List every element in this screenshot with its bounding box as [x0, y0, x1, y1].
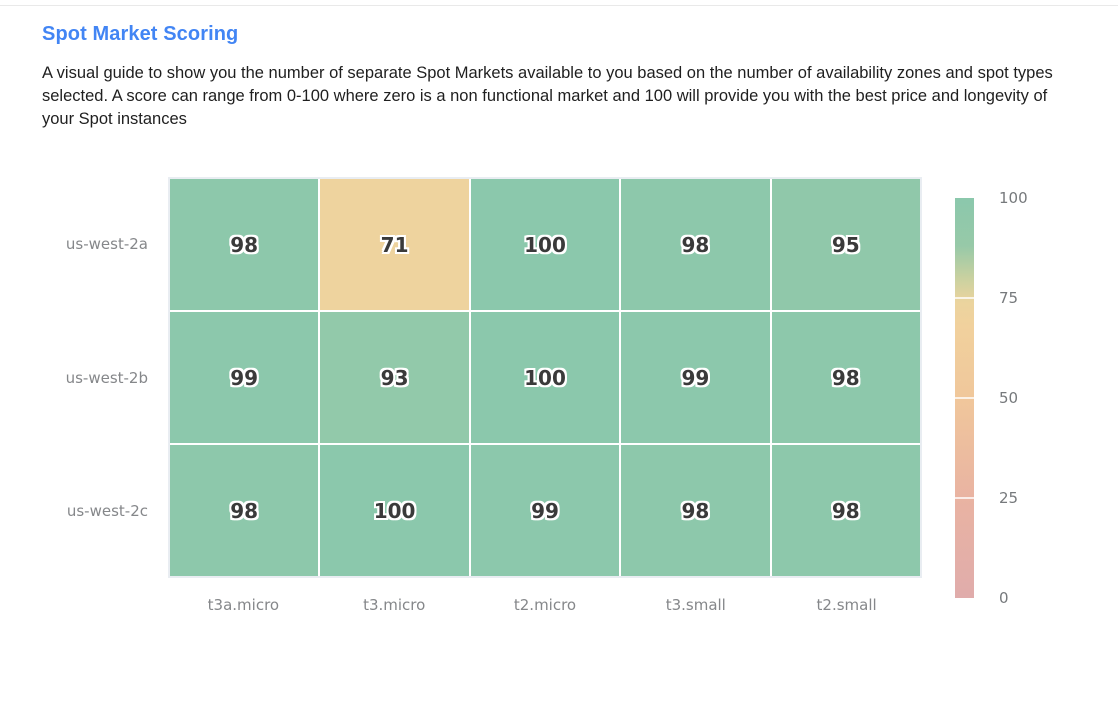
heatmap-cell: 98 [170, 179, 319, 310]
colorbar-tick-labels: 100 75 50 25 0 [999, 189, 1059, 607]
heatmap-cell-value: 99 [230, 365, 259, 390]
page-title: Spot Market Scoring [42, 23, 239, 45]
colorbar-tick-label: 0 [999, 589, 1009, 607]
heatmap-cell: 98 [170, 445, 319, 576]
page-description: A visual guide to show you the number of… [42, 64, 1053, 128]
heatmap-cell-value: 98 [230, 498, 259, 523]
heatmap-cell-value: 100 [524, 232, 566, 257]
heatmap-cell: 98 [621, 445, 770, 576]
row-label: us-west-2a [65, 234, 148, 253]
card-top-divider [0, 0, 1118, 6]
column-label: t3.micro [363, 596, 426, 614]
heatmap-cell-value: 93 [380, 365, 409, 390]
heatmap-cell-value: 100 [373, 498, 416, 523]
heatmap-cell-value: 99 [531, 498, 559, 523]
colorbar-tick-line [955, 497, 974, 499]
heatmap-cell: 99 [621, 312, 770, 443]
heatmap-cell-value: 98 [681, 498, 710, 523]
y-axis-labels: us-west-2a us-west-2b us-west-2c [0, 177, 148, 578]
heatmap-cell-value: 98 [831, 498, 860, 523]
column-label: t2.small [816, 596, 877, 614]
heatmap-cell: 98 [771, 312, 920, 443]
column-label: t3a.micro [207, 596, 280, 614]
row-label: us-west-2c [66, 502, 148, 521]
heatmap-cell-value: 98 [230, 232, 259, 257]
colorbar-tick-label: 75 [999, 289, 1019, 307]
heatmap-cell: 95 [771, 179, 920, 310]
colorbar-tick-line [955, 297, 974, 299]
heatmap-cell: 100 [320, 445, 469, 576]
card-header: Spot Market Scoring A visual guide to sh… [0, 6, 1118, 131]
heatmap-cell-value: 98 [681, 232, 710, 257]
heatmap-cell: 99 [170, 312, 319, 443]
heatmap-cell: 100 [470, 179, 620, 310]
heatmap-cell-value: 95 [831, 232, 860, 257]
colorbar-tick-line [955, 397, 974, 399]
colorbar-tick-label: 25 [999, 489, 1019, 507]
heatmap-cell: 99 [470, 445, 620, 576]
colorbar [955, 198, 974, 598]
row-label: us-west-2b [65, 368, 148, 387]
heatmap-cell-value: 98 [831, 365, 860, 390]
heatmap-cell-value: 99 [681, 365, 710, 390]
heatmap-cell: 98 [771, 445, 920, 576]
heatmap-grid: 98 71 100 98 95 99 93 100 99 98 98 100 99 98 98 [168, 177, 922, 578]
colorbar-tick-label: 100 [999, 189, 1028, 207]
x-axis-labels: t3a.micro t3.micro t2.micro t3.small t2.smal… [168, 596, 922, 614]
heatmap-cell: 93 [320, 312, 469, 443]
colorbar-tick-label: 50 [999, 389, 1019, 407]
heatmap-cell-value: 71 [380, 232, 409, 257]
heatmap-cell: 71 [320, 179, 469, 310]
heatmap-cell: 98 [621, 179, 770, 310]
heatmap-cell-value: 100 [524, 365, 566, 390]
column-label: t2.micro [513, 596, 577, 614]
column-label: t3.small [665, 596, 726, 614]
heatmap-cell: 100 [470, 312, 620, 443]
heatmap-chart: us-west-2a us-west-2b us-west-2c 98 71 100 98… [0, 177, 1118, 657]
